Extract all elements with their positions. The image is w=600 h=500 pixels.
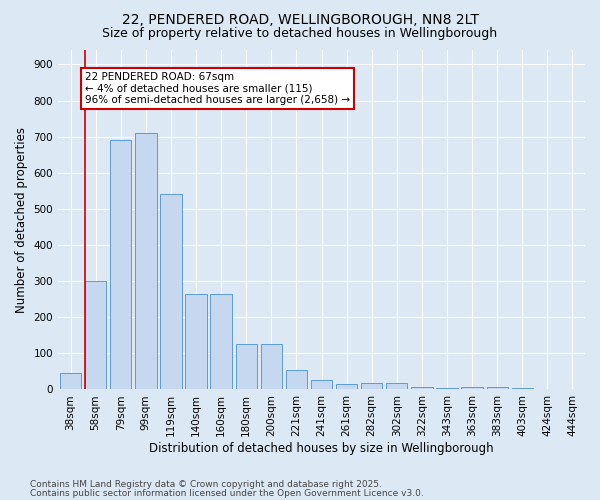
Bar bbox=[512, 388, 533, 390]
Bar bbox=[386, 384, 407, 390]
Bar bbox=[60, 373, 81, 390]
Bar bbox=[160, 194, 182, 390]
X-axis label: Distribution of detached houses by size in Wellingborough: Distribution of detached houses by size … bbox=[149, 442, 494, 455]
Bar bbox=[336, 384, 357, 390]
Bar bbox=[110, 140, 131, 390]
Bar bbox=[211, 294, 232, 390]
Bar bbox=[135, 133, 157, 390]
Bar bbox=[185, 294, 207, 390]
Text: Contains HM Land Registry data © Crown copyright and database right 2025.: Contains HM Land Registry data © Crown c… bbox=[30, 480, 382, 489]
Bar bbox=[436, 388, 458, 390]
Bar bbox=[311, 380, 332, 390]
Bar bbox=[361, 384, 382, 390]
Bar bbox=[236, 344, 257, 390]
Bar bbox=[260, 344, 282, 390]
Text: 22, PENDERED ROAD, WELLINGBOROUGH, NN8 2LT: 22, PENDERED ROAD, WELLINGBOROUGH, NN8 2… bbox=[121, 12, 479, 26]
Bar bbox=[461, 386, 483, 390]
Text: Contains public sector information licensed under the Open Government Licence v3: Contains public sector information licen… bbox=[30, 489, 424, 498]
Bar bbox=[286, 370, 307, 390]
Text: Size of property relative to detached houses in Wellingborough: Size of property relative to detached ho… bbox=[103, 28, 497, 40]
Bar bbox=[411, 387, 433, 390]
Text: 22 PENDERED ROAD: 67sqm
← 4% of detached houses are smaller (115)
96% of semi-de: 22 PENDERED ROAD: 67sqm ← 4% of detached… bbox=[85, 72, 350, 105]
Bar bbox=[487, 386, 508, 390]
Bar bbox=[85, 281, 106, 390]
Bar bbox=[536, 388, 558, 390]
Y-axis label: Number of detached properties: Number of detached properties bbox=[15, 126, 28, 312]
